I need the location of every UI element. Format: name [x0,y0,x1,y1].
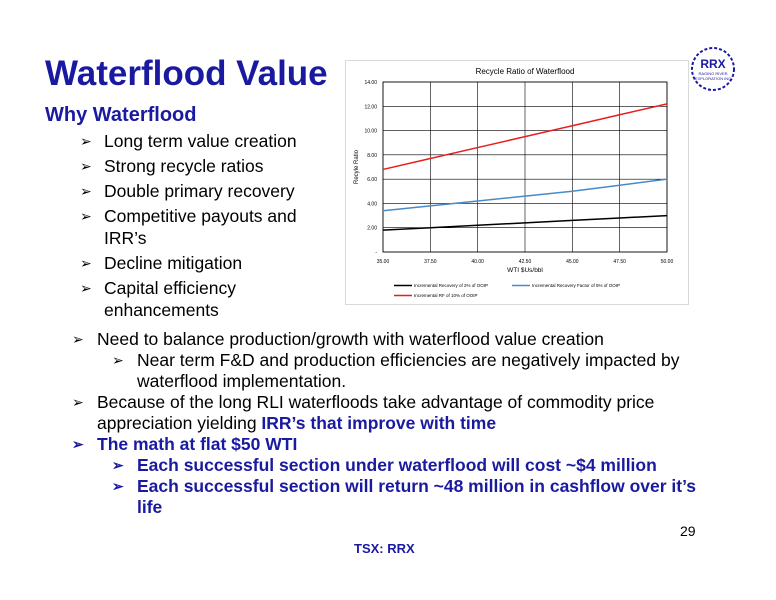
arrow-bullet-icon: ➢ [112,352,124,368]
arrow-bullet-icon: ➢ [72,331,84,347]
x-tick-label: 35.00 [377,259,390,265]
x-tick-label: 40.00 [471,259,484,265]
list-item: ➢ Long term value creation [80,131,297,151]
y-tick-label: 12.00 [364,104,377,110]
y-tick-label: 6.00 [367,177,377,183]
footer-ticker: TSX: RRX [354,541,415,556]
list-item: ➢ Capital efficiency enhancements [80,278,236,320]
legend-label: Incremental RF of 10% of OOIP [414,293,478,298]
x-tick-label: 37.50 [424,259,437,265]
arrow-bullet-icon: ➢ [80,255,92,271]
list-item: ➢ Competitive payouts and IRR’s [80,206,297,248]
page-number: 29 [680,523,696,539]
series-line [382,178,668,212]
list-item: ➢ The math at flat $50 WTI [72,434,298,454]
x-tick-label: 50.00 [661,259,674,265]
list-item: ➢ Because of the long RLI waterfloods tak… [72,392,655,433]
list-item: ➢ Near term F&D and production efficienci… [112,350,680,391]
arrow-bullet-icon: ➢ [80,158,92,174]
arrow-bullet-icon: ➢ [80,280,92,296]
arrow-bullet-icon: ➢ [72,394,84,410]
x-axis-label: WTI $Us/bbl [507,267,543,274]
why-waterflood-list: ➢ Long term value creation ➢ Strong recycl… [80,130,325,324]
y-tick-label: - [375,250,377,256]
list-item: ➢ Strong recycle ratios [80,156,264,176]
arrow-bullet-icon: ➢ [80,133,92,149]
legend-label: Incremental Recovery of 2% of OOIP [414,283,488,288]
logo-tagline-1: RAGING RIVER [698,71,727,76]
logo-tagline-2: EXPLORATION INC [695,76,731,81]
y-tick-label: 14.00 [364,80,377,86]
legend-label: Incremental Recovery Factor of 5% of OOI… [532,283,620,288]
y-axis-label: Recyle Ratio [354,149,360,184]
logo-ring [691,47,735,91]
series-line [382,103,668,171]
x-tick-label: 47.50 [613,259,626,265]
list-item: ➢ Each successful section will return ~48… [112,476,697,517]
chart-svg: - 2.00 4.00 6.00 8.00 10.00 12.00 14.00 35.00 37.… [354,67,674,298]
list-item: ➢ Double primary recovery [80,181,295,201]
y-tick-label: 10.00 [364,129,377,135]
arrow-bullet-icon: ➢ [112,478,124,494]
arrow-bullet-icon: ➢ [80,208,92,224]
slide-title: Waterflood Value [45,54,328,93]
series-line [382,214,668,231]
y-tick-label: 4.00 [367,201,377,207]
arrow-bullet-icon: ➢ [80,183,92,199]
lower-bullets: ➢ Need to balance production/growth with … [72,329,722,518]
list-item: ➢ Each successful section under waterfloo… [112,455,657,475]
logo-text: RRX [700,57,725,71]
chart-title: Recycle Ratio of Waterflood [476,67,575,76]
arrow-bullet-icon: ➢ [72,436,84,452]
recycle-ratio-chart: - 2.00 4.00 6.00 8.00 10.00 12.00 14.00 35.00 37.… [345,60,689,305]
company-logo: RRX RAGING RIVER EXPLORATION INC [691,47,735,91]
y-tick-label: 8.00 [367,153,377,159]
list-item: ➢ Need to balance production/growth with … [72,329,604,349]
slide-subtitle: Why Waterflood [45,104,197,126]
arrow-bullet-icon: ➢ [112,457,124,473]
x-tick-label: 45.00 [566,259,579,265]
y-tick-label: 2.00 [367,226,377,232]
x-tick-label: 42.50 [519,259,532,265]
list-item: ➢ Decline mitigation [80,253,243,273]
